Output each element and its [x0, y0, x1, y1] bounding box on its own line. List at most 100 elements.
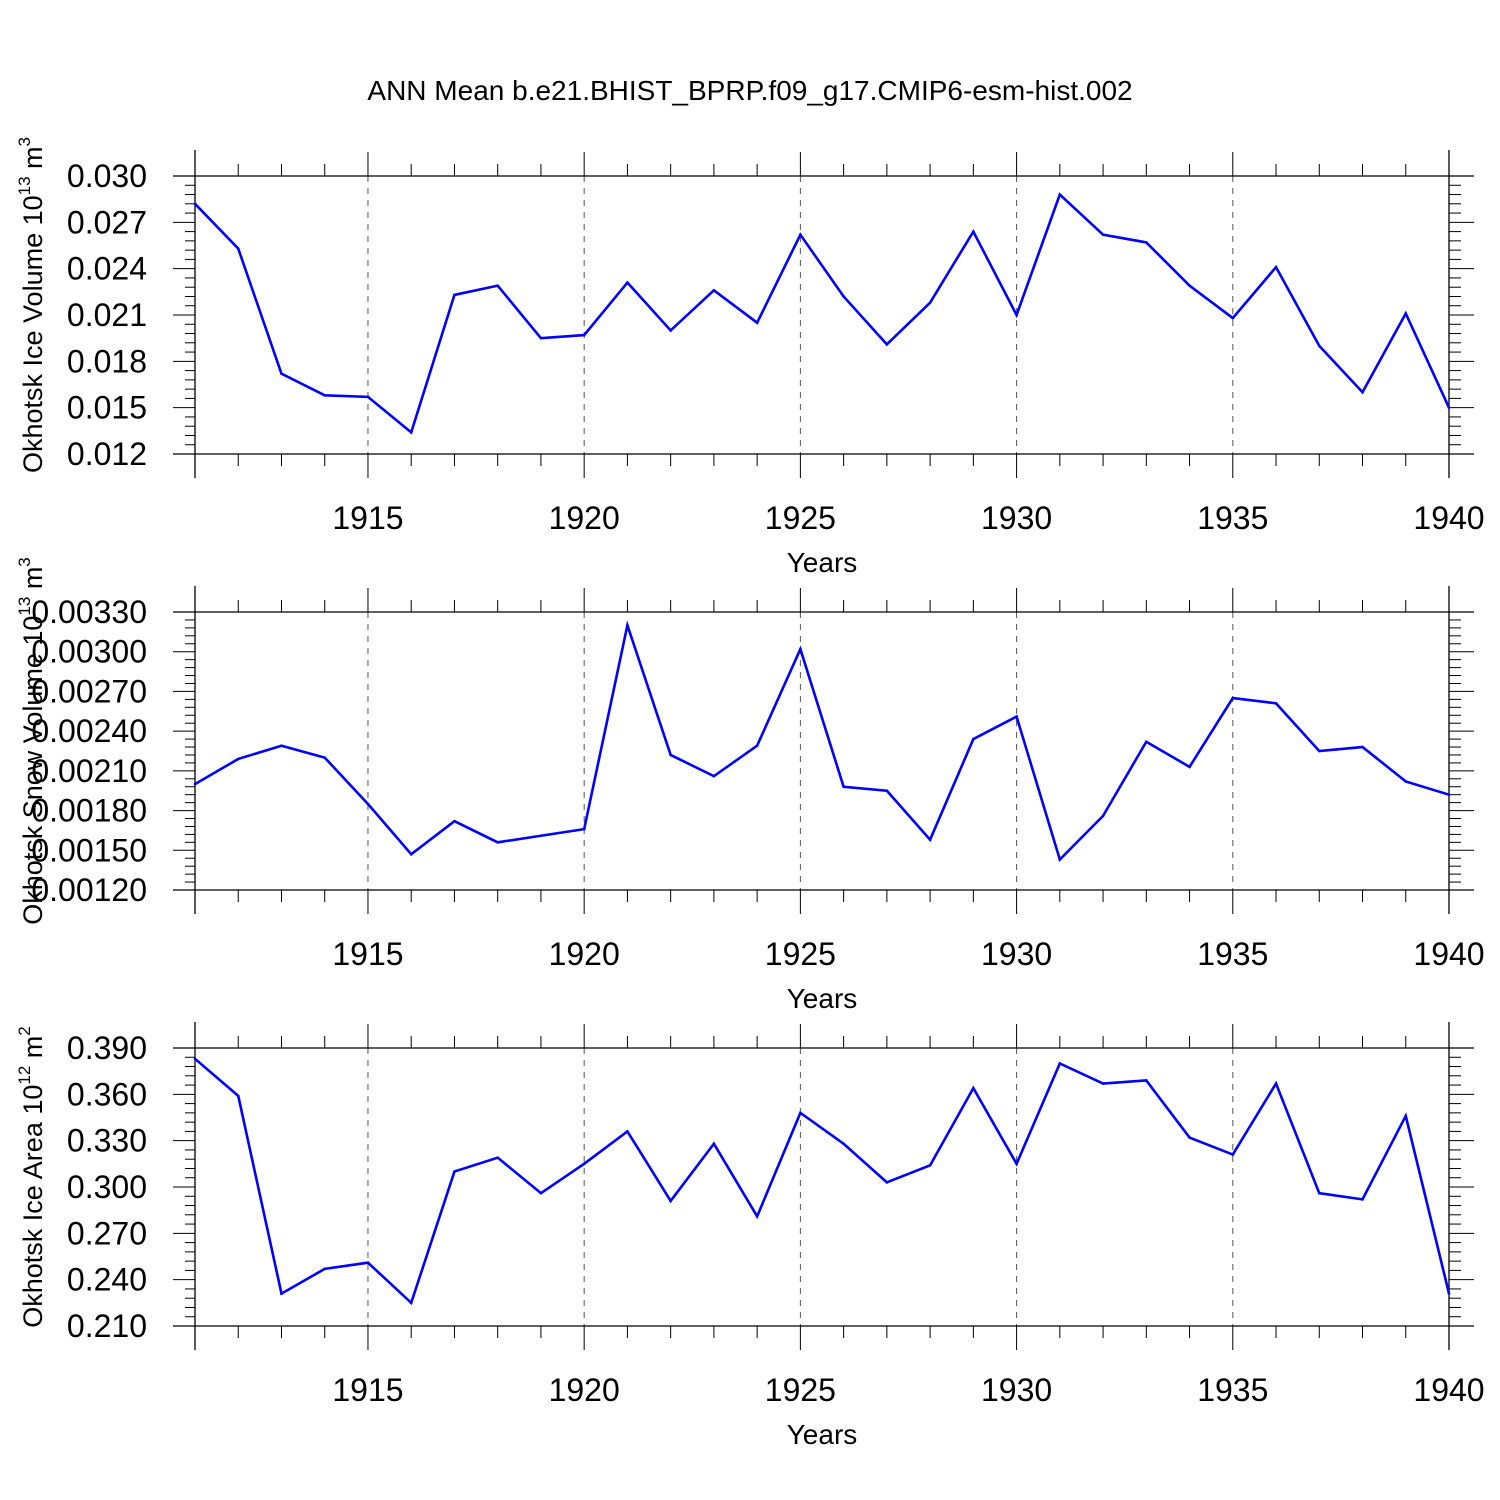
data-point — [842, 295, 845, 298]
data-point — [1188, 1136, 1191, 1139]
y-tick-label: 0.270 — [67, 1215, 147, 1251]
figure-title: ANN Mean b.e21.BHIST_BPRP.f09_g17.CMIP6-… — [367, 75, 1132, 106]
data-point — [712, 774, 716, 778]
data-point — [1447, 793, 1451, 796]
data-point — [1145, 740, 1148, 744]
data-point — [799, 1111, 802, 1115]
x-tick-label: 1940 — [1413, 500, 1484, 536]
y-tick-label: 0.00300 — [31, 634, 147, 670]
data-point — [669, 753, 672, 757]
y-tick-label: 0.00210 — [31, 753, 147, 789]
data-point — [626, 1130, 629, 1133]
y-tick-label: 0.00120 — [31, 872, 147, 908]
data-point — [1447, 1292, 1451, 1295]
data-point — [193, 202, 197, 206]
y-tick-label: 0.018 — [67, 343, 147, 379]
data-point — [539, 834, 543, 838]
data-point — [236, 757, 240, 761]
data-point — [972, 1086, 975, 1090]
data-point — [453, 1170, 456, 1173]
data-point — [280, 1292, 283, 1295]
y-tick-label: 0.00150 — [31, 832, 147, 868]
data-point — [496, 1156, 499, 1159]
data-point — [280, 744, 283, 748]
data-point — [1015, 313, 1018, 317]
data-point — [972, 737, 975, 741]
chart-panel-3: 1915 1920 1925 1930 1935 1940 0.210 0.240 0.270 0… — [15, 1022, 1485, 1450]
x-tick-label: 1935 — [1197, 500, 1268, 536]
data-point — [496, 841, 499, 844]
data-point — [582, 333, 586, 337]
y-tick-label: 0.00180 — [31, 793, 147, 829]
data-point — [193, 1057, 197, 1061]
data-point — [799, 233, 802, 236]
data-point — [409, 1301, 413, 1305]
y-tick-label: 0.00240 — [31, 713, 147, 749]
y-tick-label: 0.012 — [67, 436, 147, 472]
x-tick-label: 1915 — [332, 1372, 403, 1408]
y-axis-label: Okhotsk Snow Volume 1013 m3 — [15, 557, 48, 925]
data-point — [323, 394, 327, 397]
y-tick-label: 0.00270 — [31, 673, 147, 709]
y-axis-label: Okhotsk Ice Volume 1013 m3 — [15, 137, 48, 473]
data-point — [366, 395, 370, 399]
data-point — [1231, 696, 1235, 700]
data-point — [496, 284, 499, 287]
x-tick-label: 1925 — [765, 500, 836, 536]
data-point — [1101, 1082, 1105, 1085]
y-tick-label: 0.015 — [67, 390, 147, 426]
data-point — [1058, 858, 1062, 861]
data-point — [1058, 193, 1062, 196]
data-point — [582, 1162, 586, 1166]
data-point — [885, 789, 889, 793]
data-point — [280, 372, 283, 375]
data-point — [409, 431, 413, 434]
data-point — [712, 1142, 716, 1146]
data-point — [1188, 284, 1191, 287]
data-point — [323, 756, 327, 759]
data-point — [1317, 749, 1321, 753]
data-point — [1231, 1153, 1235, 1156]
data-point — [366, 802, 370, 806]
chart-panel-2: 1915 1920 1925 1930 1935 19400.001200.001500.… — [15, 557, 1485, 1014]
y-tick-label: 0.210 — [67, 1308, 147, 1344]
data-point — [582, 827, 586, 831]
chart-panel-1: 1915 1920 1925 1930 1935 1940 0.012 0.015 0.018 0… — [15, 137, 1485, 578]
data-point — [755, 1215, 759, 1218]
data-point — [1404, 312, 1408, 315]
x-tick-label: 1930 — [981, 1372, 1052, 1408]
data-point — [1317, 344, 1321, 348]
x-tick-label: 1935 — [1197, 1372, 1268, 1408]
data-point — [1404, 780, 1408, 783]
data-point — [972, 230, 975, 233]
x-tick-label: 1940 — [1413, 1372, 1484, 1408]
x-tick-label: 1935 — [1197, 936, 1268, 972]
y-tick-label: 0.300 — [67, 1169, 147, 1205]
data-point — [366, 1261, 370, 1264]
y-tick-label: 0.390 — [67, 1030, 147, 1066]
data-point — [885, 1181, 889, 1184]
data-point — [928, 1164, 932, 1167]
y-tick-label: 0.024 — [67, 251, 147, 287]
data-point — [1231, 316, 1235, 320]
x-axis-label: Years — [787, 983, 858, 1014]
x-tick-label: 1915 — [332, 500, 403, 536]
data-point — [1361, 745, 1364, 749]
y-tick-label: 0.00330 — [31, 594, 147, 630]
data-point — [755, 321, 759, 325]
data-point — [1274, 702, 1278, 705]
x-tick-label: 1925 — [765, 1372, 836, 1408]
y-axis-label: Okhotsk Ice Area 1012 m2 — [15, 1026, 48, 1328]
y-tick-label: 0.021 — [67, 297, 147, 333]
data-point — [1274, 1082, 1278, 1085]
x-axis-label: Years — [787, 547, 858, 578]
data-point — [1058, 1062, 1062, 1065]
y-tick-label: 0.030 — [67, 158, 147, 194]
y-tick-label: 0.027 — [67, 204, 147, 240]
data-point — [842, 1142, 845, 1146]
data-point — [453, 819, 456, 823]
x-tick-label: 1920 — [549, 500, 620, 536]
data-point — [626, 281, 629, 284]
data-point — [1404, 1114, 1408, 1118]
